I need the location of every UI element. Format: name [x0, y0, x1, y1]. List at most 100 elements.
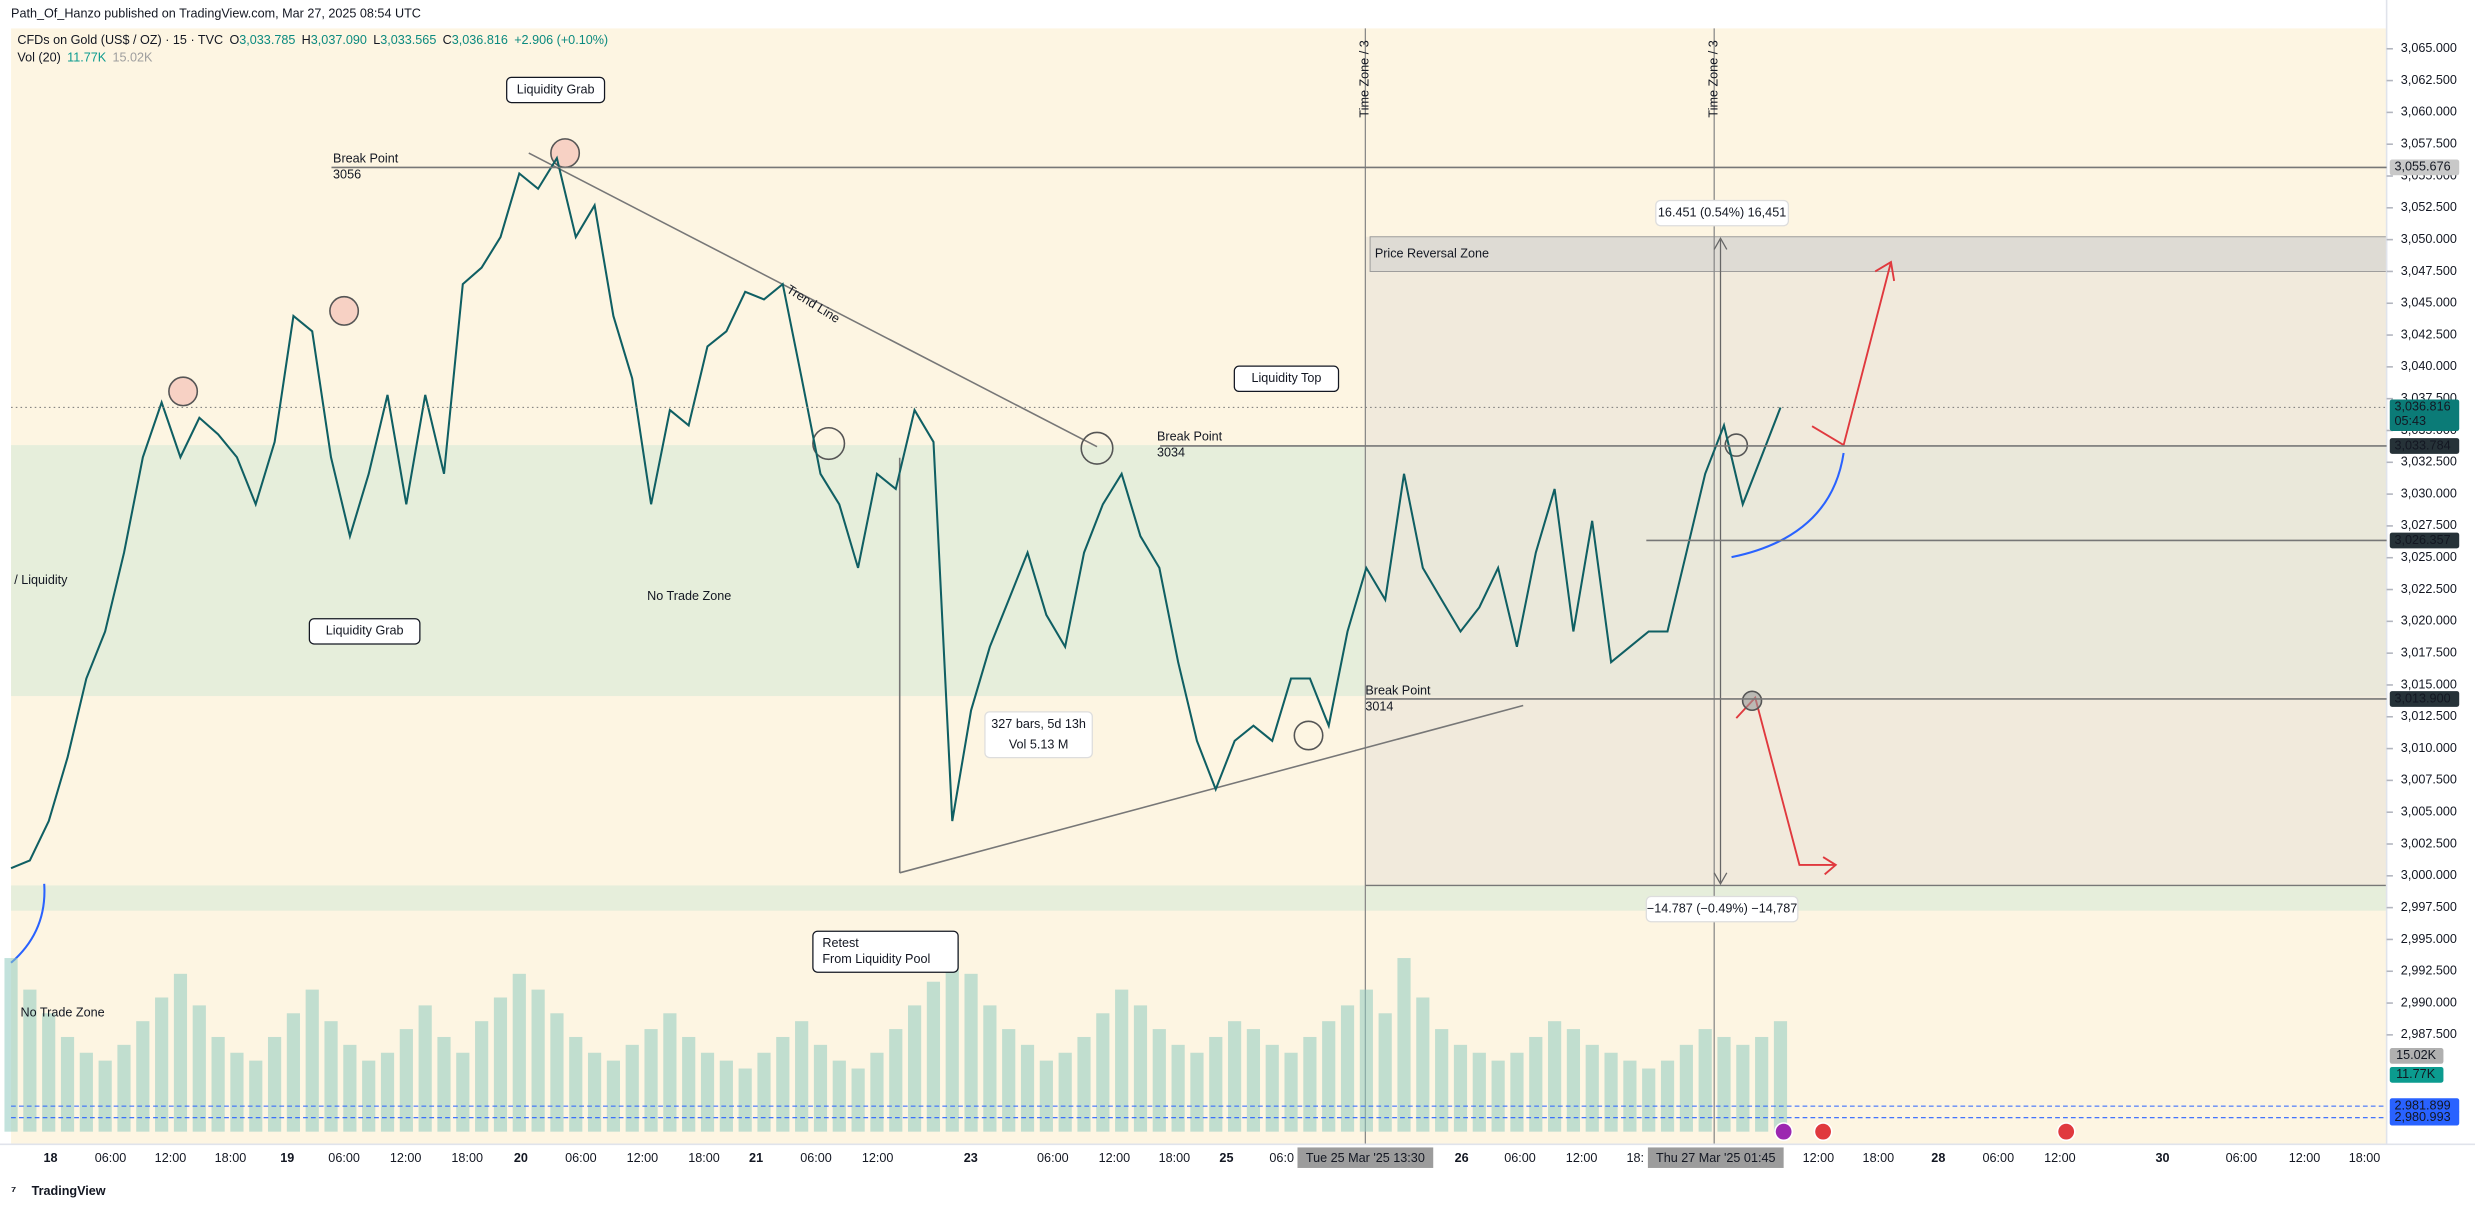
- y-tick-label: 3,045.000: [2401, 296, 2457, 310]
- annotation: Liquidity Grab: [517, 82, 595, 96]
- volume-bar: [719, 1060, 733, 1132]
- price-label: 3,013.900: [2394, 691, 2450, 705]
- annotation: Price Reversal Zone: [1375, 246, 1489, 260]
- x-tick-label: 06:00: [328, 1151, 360, 1165]
- price-label-time: 05:43: [2394, 414, 2426, 428]
- x-tick-label: 06:00: [800, 1151, 832, 1165]
- volume-bar: [343, 1044, 357, 1132]
- x-tick-label: 12:00: [1566, 1151, 1598, 1165]
- volume-bar: [757, 1052, 771, 1132]
- x-tick-label: Tue 25 Mar '25 13:30: [1306, 1151, 1425, 1165]
- y-tick-label: 3,062.500: [2401, 73, 2457, 87]
- volume-bar: [4, 958, 18, 1132]
- volume-bar: [155, 997, 169, 1132]
- volume-label: 11.77K: [2396, 1067, 2436, 1081]
- volume-bar: [587, 1052, 602, 1132]
- x-tick-label: 18:00: [2349, 1151, 2381, 1165]
- volume-bar: [418, 1005, 432, 1132]
- volume-bar: [531, 989, 545, 1132]
- circle: [329, 295, 360, 326]
- x-tick-label: 12:00: [2289, 1151, 2321, 1165]
- annotation: 3034: [1157, 445, 1185, 459]
- volume-bar: [1585, 1044, 1599, 1132]
- volume-bar: [1303, 1036, 1317, 1132]
- ohlc-key: L: [373, 33, 380, 47]
- reversal-box: [1365, 236, 2387, 886]
- volume-bar: [380, 1052, 395, 1132]
- price-reversal-zone: [1369, 236, 2388, 272]
- y-tick-label: 3,065.000: [2401, 41, 2457, 55]
- circle: [1724, 433, 1749, 457]
- x-tick-label: 06:00: [1504, 1151, 1536, 1165]
- annotation: Break Point: [1157, 430, 1223, 444]
- volume-bar: [1642, 1068, 1656, 1132]
- volume-bar: [42, 1013, 56, 1132]
- annotation: 327 bars, 5d 13h: [991, 717, 1086, 731]
- volume-ma: 15.02K: [112, 51, 153, 65]
- annotation: Retest: [822, 936, 859, 950]
- volume-bar: [700, 1052, 715, 1132]
- arrow-up: [1811, 260, 1896, 447]
- annotation: Vol 5.13 M: [1009, 737, 1069, 751]
- volume-bar: [211, 1036, 225, 1132]
- volume-bar: [1378, 1013, 1392, 1132]
- annotation: −14.787 (−0.49%) −14,787: [1647, 901, 1797, 915]
- volume-bar: [1435, 1029, 1449, 1132]
- price-label-bg: [2389, 532, 2460, 549]
- ohlc-value: 3,036.816: [452, 33, 508, 47]
- price-line: [10, 155, 1782, 870]
- volume-bar: [1755, 1036, 1769, 1132]
- x-tick-label: 06:0: [1269, 1151, 1294, 1165]
- x-tick-label: 06:00: [1983, 1151, 2015, 1165]
- circle: [168, 376, 199, 407]
- volume-bar: [889, 1029, 903, 1132]
- green-strip: [11, 885, 2387, 911]
- volume-bar: [493, 997, 508, 1132]
- volume-bar: [173, 973, 188, 1132]
- y-tick-label: 3,010.000: [2401, 741, 2457, 755]
- x-tick-label: 12:00: [1803, 1151, 1835, 1165]
- y-tick-label: 3,050.000: [2401, 232, 2457, 246]
- time-highlight: [1647, 1147, 1784, 1168]
- volume-bar: [1773, 1021, 1788, 1132]
- volume-bar: [1002, 1029, 1016, 1132]
- callout-box: [984, 711, 1093, 759]
- volume-bar: [475, 1021, 489, 1132]
- blue-curve: [10, 883, 46, 964]
- x-tick-label: 18:00: [1863, 1151, 1895, 1165]
- volume-bar: [832, 1060, 846, 1132]
- price-label-bg: [2389, 438, 2460, 454]
- footer-mark: ⁷: [11, 1184, 16, 1198]
- volume-bar: [851, 1068, 865, 1132]
- circles: [168, 138, 1763, 751]
- x-tick-label: 12:00: [2044, 1151, 2076, 1165]
- callout-box: [1655, 199, 1790, 227]
- volume-bar: [964, 973, 978, 1132]
- time-highlight: [1297, 1147, 1434, 1168]
- x-tick-label: Thu 27 Mar '25 01:45: [1656, 1151, 1775, 1165]
- x-tick-label: 18:: [1627, 1151, 1645, 1165]
- volume-bar: [569, 1036, 583, 1132]
- trend-line: [528, 152, 1098, 448]
- volume-bar: [1566, 1029, 1581, 1132]
- symbol-line: CFDs on Gold (US$ / OZ) · 15 · TVC O3,033…: [17, 33, 608, 47]
- footer-logo: TradingView: [32, 1184, 106, 1198]
- volume-bar: [1736, 1044, 1750, 1132]
- volume-bar: [1679, 1044, 1693, 1132]
- price-label: 3,055.676: [2394, 160, 2450, 174]
- publish-title: Path_Of_Hanzo published on TradingView.c…: [11, 7, 421, 21]
- volume-bar: [1058, 1052, 1072, 1132]
- y-tick-label: 3,025.000: [2401, 550, 2457, 564]
- volume-line: Vol (20) 11.77K 15.02K: [17, 51, 153, 65]
- volume-bar: [1623, 1060, 1637, 1132]
- y-tick-label: 2,992.500: [2401, 964, 2457, 978]
- y-tick-label: 3,040.000: [2401, 359, 2457, 373]
- x-tick-label: 12:00: [627, 1151, 659, 1165]
- x-tick-label: 25: [1219, 1151, 1233, 1165]
- symbol: CFDs on Gold (US$ / OZ) · 15 · TVC: [17, 33, 223, 47]
- x-tick-label: 20: [514, 1151, 528, 1165]
- y-tick-label: 3,017.500: [2401, 645, 2457, 659]
- annotation: No Trade Zone: [21, 1006, 105, 1020]
- volume-bar: [945, 942, 959, 1132]
- x-tick-label: 18:00: [451, 1151, 483, 1165]
